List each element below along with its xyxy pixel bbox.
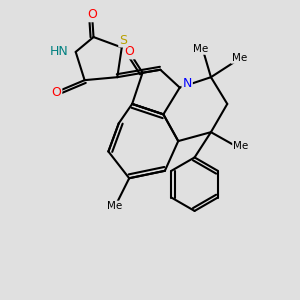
Text: Me: Me bbox=[232, 53, 247, 63]
Text: S: S bbox=[119, 34, 127, 46]
Text: O: O bbox=[87, 8, 97, 21]
Text: N: N bbox=[182, 76, 192, 90]
Text: Me: Me bbox=[107, 202, 122, 212]
Text: HN: HN bbox=[50, 45, 68, 58]
Text: Me: Me bbox=[193, 44, 208, 54]
Text: O: O bbox=[124, 45, 134, 58]
Text: O: O bbox=[51, 85, 61, 98]
Text: Me: Me bbox=[233, 140, 248, 151]
